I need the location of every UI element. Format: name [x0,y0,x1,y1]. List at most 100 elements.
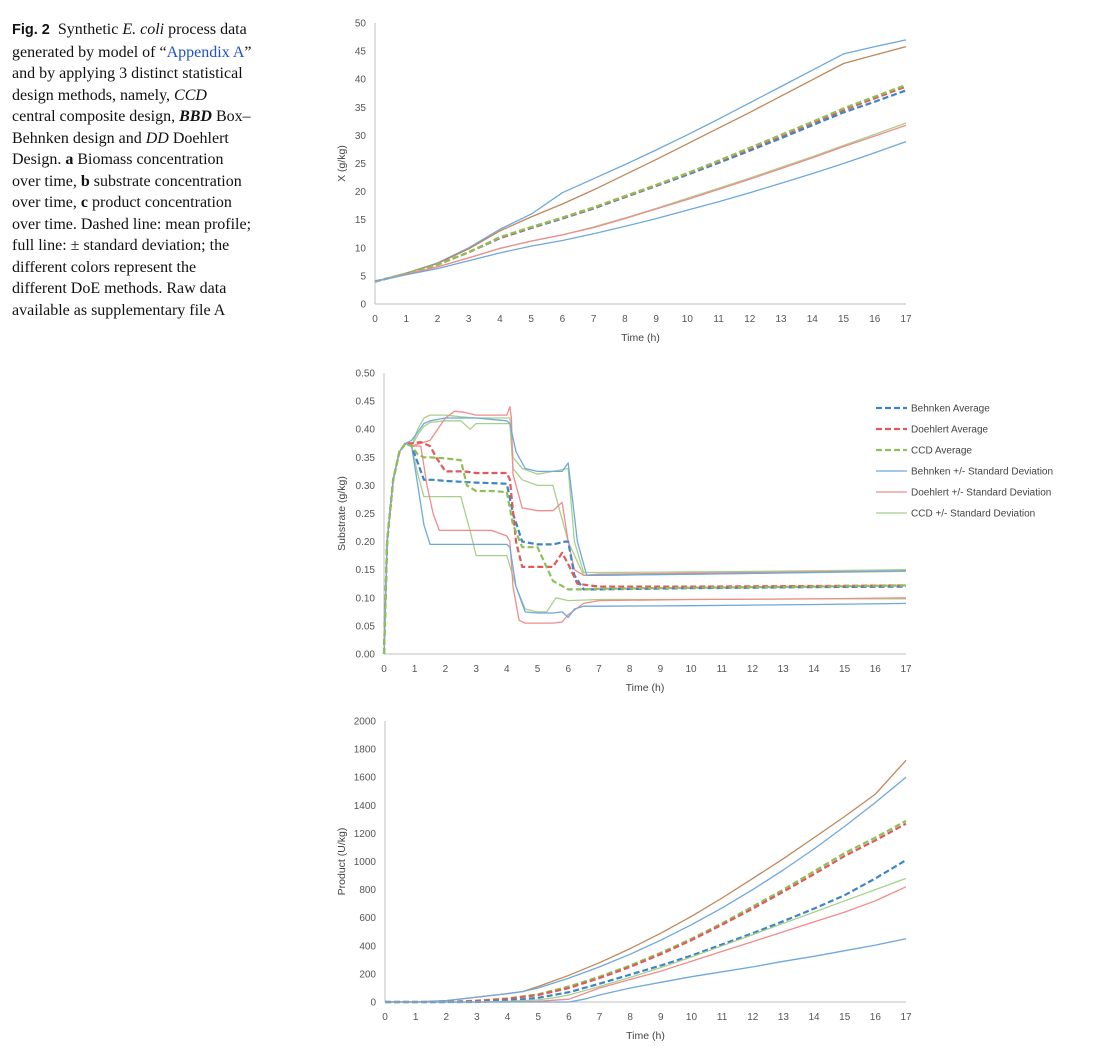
series-line-overlap-sd-sd [385,759,907,1003]
x-tick-label: 16 [869,314,881,325]
series-line-behnken-sd-sd [385,776,907,1003]
x-tick-label: 6 [566,1012,572,1023]
chart-substrate: 0.00 0.05 0.10 0.15 0.20 0.25 0.30 0.35 0.40 0.45… [336,369,1053,695]
y-tick-label: 0 [370,998,376,1009]
caption-segment: E. coli [122,21,165,38]
y-tick-label: 1400 [354,801,377,812]
y-tick-label: 1200 [354,829,377,840]
x-tick-label: 8 [622,314,628,325]
y-tick-label: 0.20 [356,537,376,548]
x-tick-label: 1 [403,314,409,325]
y-tick-label: 400 [359,941,376,952]
x-tick-label: 6 [565,664,571,675]
x-tick-label: 12 [747,1012,759,1023]
y-tick-label: 0.30 [356,481,376,492]
series-line-ccd-sd-sd [383,420,907,655]
x-tick-label: 0 [381,664,387,675]
y-tick-label: 15 [355,215,367,226]
y-tick-label: 30 [355,131,367,142]
y-tick-label: 1000 [354,857,377,868]
caption-segment: DD [145,129,169,147]
series-line-behnken-sd-sd [383,442,907,655]
figure-caption: Fig. 2 Synthetic E. coli process data ge… [12,19,252,321]
series-line-ccd-sd-sd [383,414,907,655]
y-tick-label: 5 [360,271,366,282]
series-line-ccd-sd-sd [385,877,907,1003]
x-tick-label: 9 [658,664,664,675]
series-line-behnken-mean [382,442,907,655]
x-tick-label: 17 [900,1012,912,1023]
legend-label: Behnken Average [911,404,990,415]
y-tick-label: 1600 [354,773,377,784]
series-line-behnken-sd-sd [374,39,907,283]
legend-label: CCD Average [911,446,972,457]
legend-label: Doehlert Average [911,425,989,436]
caption-segment: a [65,151,74,168]
x-tick-label: 4 [497,314,503,325]
y-tick-label: 600 [359,913,376,924]
y-axis-label: Product (U/kg) [336,828,348,896]
x-tick-label: 2 [443,664,449,675]
x-tick-label: 12 [747,664,759,675]
caption-segment: product concentration over time. Dashed … [12,194,252,319]
series-line-doehlert-mean [385,822,907,1004]
y-tick-label: 0.05 [356,621,376,632]
x-axis-label: Time (h) [626,682,665,694]
x-tick-label: 10 [682,314,694,325]
x-tick-label: 10 [685,664,697,675]
x-tick-label: 2 [444,1012,450,1023]
y-axis-label: X (g/kg) [336,145,348,182]
caption-segment: c [80,194,88,211]
series-line-behnken-sd-sd [383,417,907,655]
y-tick-label: 0.35 [356,453,376,464]
x-tick-label: 13 [775,314,787,325]
x-tick-label: 14 [808,664,820,675]
x-tick-label: 15 [838,314,850,325]
x-tick-label: 15 [839,1012,851,1023]
y-axis-label: Substrate (g/kg) [336,476,348,551]
caption-segment: b [80,172,90,190]
x-tick-label: 16 [870,1012,882,1023]
caption-segment: process data generated by model of “ [12,21,247,61]
caption-segment: Box–Behnken design and [12,108,251,147]
series-line-ccd-sd-sd [383,442,906,655]
x-tick-label: 14 [807,314,819,325]
x-tick-label: 17 [900,314,912,325]
caption-segment: ” and by applying 3 distinct statistical… [12,43,252,104]
y-tick-label: 0.40 [356,425,376,436]
y-tick-label: 45 [355,47,367,58]
x-tick-label: 13 [778,1012,790,1023]
caption-segment: Appendix A [166,43,245,61]
caption-segment: Synthetic [57,21,123,38]
x-tick-label: 17 [900,664,912,675]
x-tick-label: 5 [535,1012,541,1023]
x-axis-label: Time (h) [626,1030,665,1042]
series-line-behnken-sd-sd [385,938,907,1003]
x-tick-label: 2 [435,314,441,325]
x-tick-label: 12 [744,314,756,325]
y-tick-label: 0.25 [356,509,376,520]
x-tick-label: 16 [870,664,882,675]
x-tick-label: 1 [413,1012,419,1023]
legend-label: CCD +/- Standard Deviation [911,509,1035,520]
y-tick-label: 0.00 [356,650,376,661]
series-line-behnken-mean [385,859,907,1004]
series-line-doehlert-sd-sd [383,442,907,655]
x-tick-label: 15 [839,664,851,675]
figure-label: Fig. 2 [12,22,50,38]
x-axis-label: Time (h) [621,332,660,344]
caption-segment: substrate concentration over time, [12,172,242,212]
x-tick-label: 8 [627,1012,633,1023]
series-line-overlap-sd-sd [374,45,907,283]
y-tick-label: 0.15 [356,565,376,576]
x-tick-label: 7 [597,1012,603,1023]
y-tick-label: 0 [360,300,366,311]
x-tick-label: 13 [778,664,790,675]
x-tick-label: 14 [808,1012,820,1023]
x-tick-label: 9 [653,314,659,325]
x-tick-label: 7 [596,664,602,675]
caption-segment: BBD [179,108,212,125]
x-tick-label: 3 [473,664,479,675]
